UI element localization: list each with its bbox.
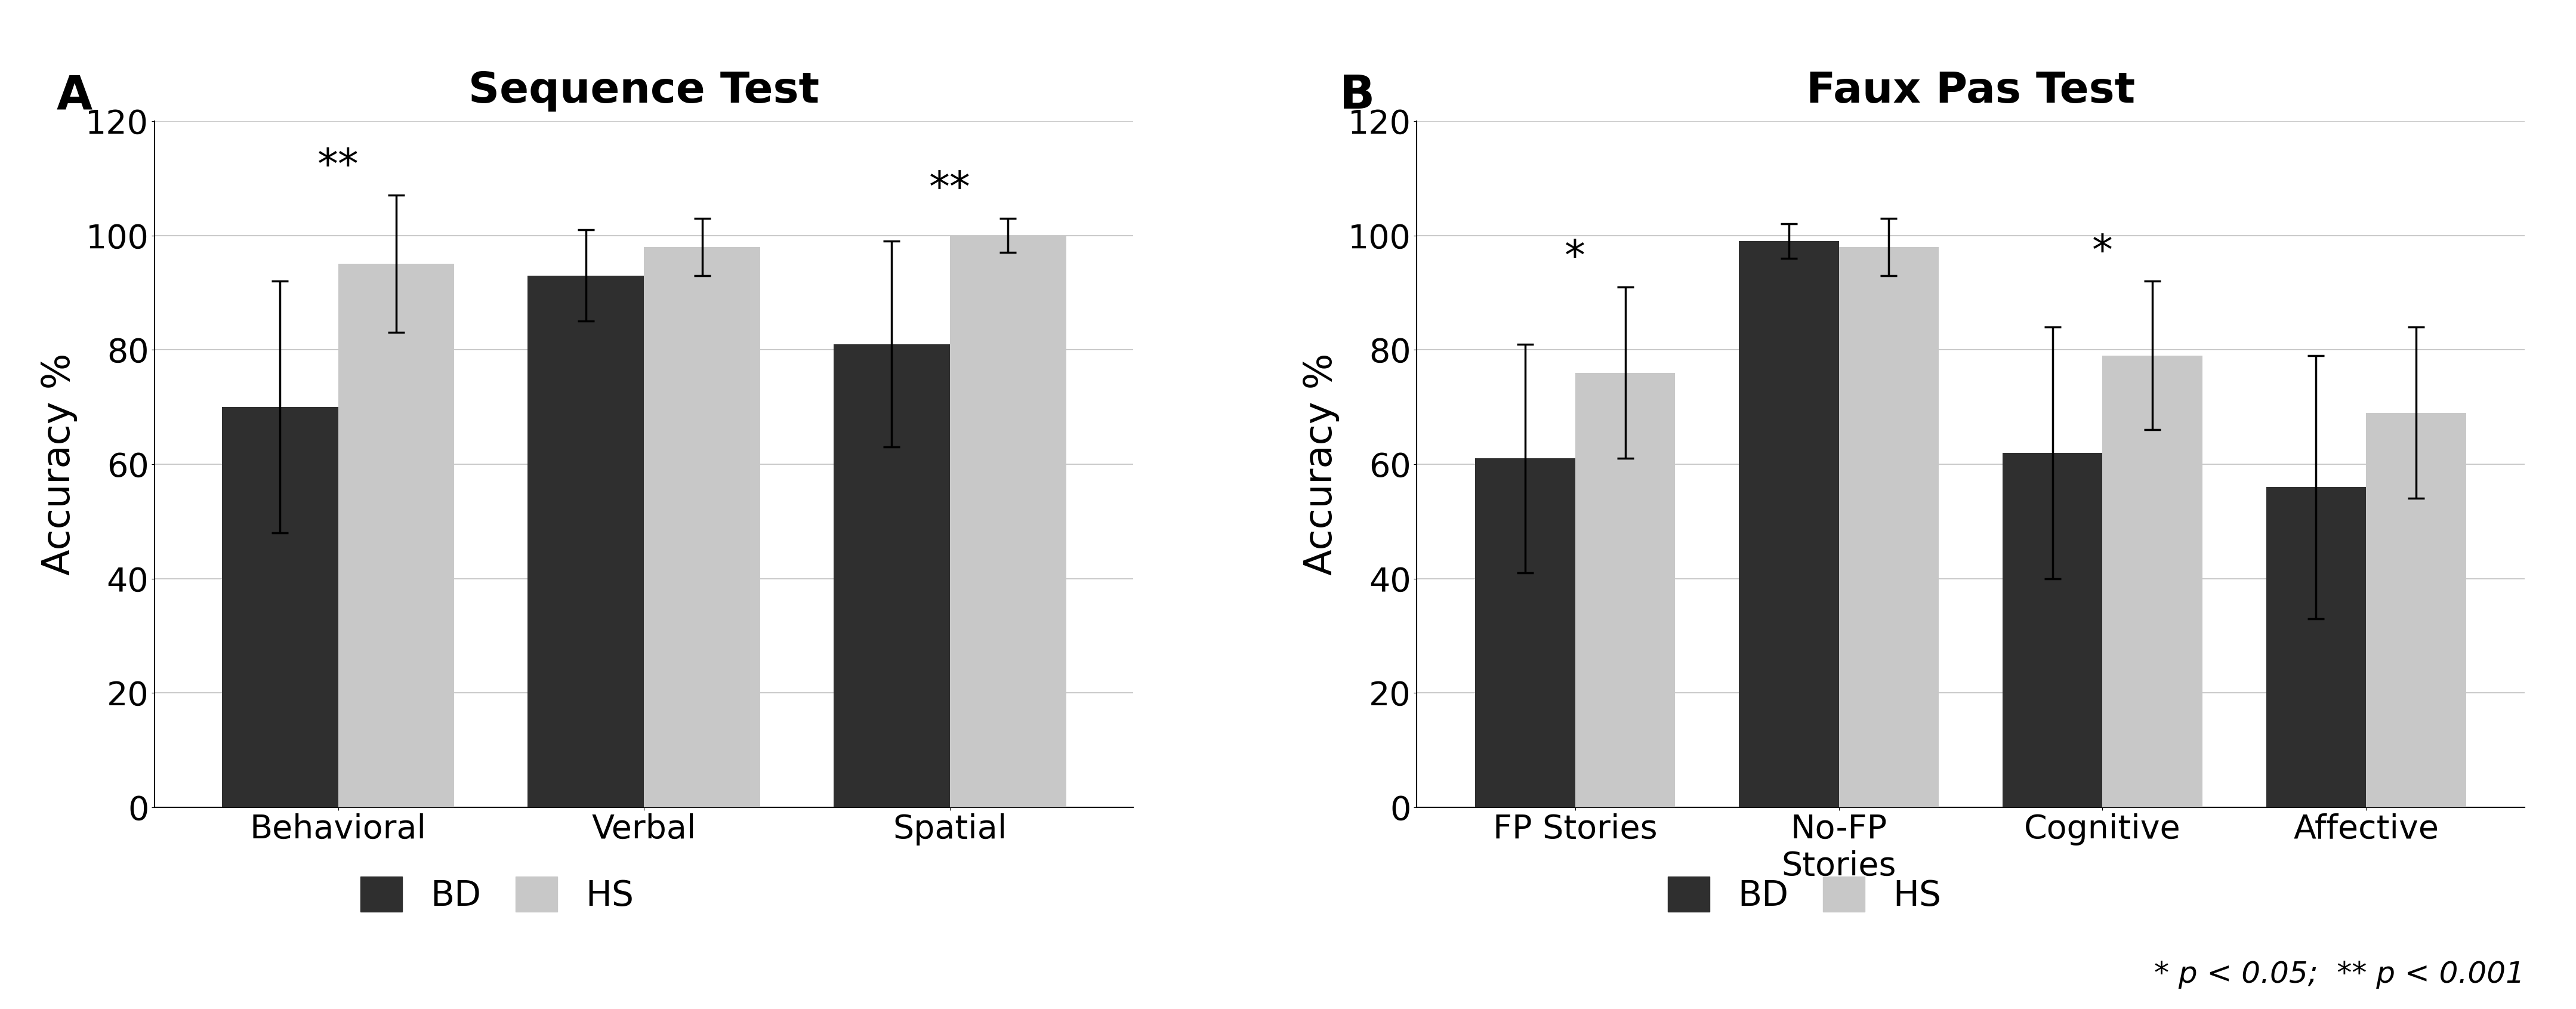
Bar: [835, 344, 951, 807]
Bar: [1476, 458, 1574, 807]
Bar: [528, 275, 644, 807]
Bar: [644, 247, 760, 807]
Bar: [1739, 241, 1839, 807]
Bar: [1839, 247, 1940, 807]
Text: **: **: [930, 170, 971, 210]
Text: **: **: [317, 147, 358, 187]
Title: Faux Pas Test: Faux Pas Test: [1806, 71, 2136, 112]
Text: B: B: [1340, 73, 1376, 118]
Legend: BD, HS: BD, HS: [348, 863, 647, 927]
Y-axis label: Accuracy %: Accuracy %: [1303, 353, 1340, 575]
Bar: [2267, 487, 2367, 807]
Bar: [1574, 372, 1674, 807]
Text: * p < 0.05;  ** p < 0.001: * p < 0.05; ** p < 0.001: [2154, 961, 2524, 989]
Bar: [222, 407, 337, 807]
Legend: BD, HS: BD, HS: [1654, 863, 1955, 927]
Text: *: *: [1564, 238, 1584, 278]
Y-axis label: Accuracy %: Accuracy %: [41, 353, 77, 575]
Text: A: A: [57, 73, 93, 118]
Bar: [951, 235, 1066, 807]
Bar: [2367, 413, 2465, 807]
Bar: [337, 264, 453, 807]
Text: *: *: [2092, 233, 2112, 272]
Title: Sequence Test: Sequence Test: [469, 71, 819, 112]
Bar: [2002, 453, 2102, 807]
Bar: [2102, 355, 2202, 807]
